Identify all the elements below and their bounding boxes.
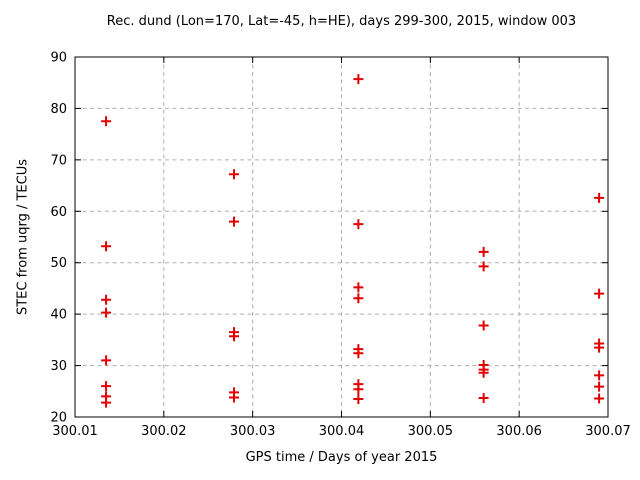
data-point: [229, 331, 240, 342]
data-point: [353, 293, 364, 304]
y-tick-label: 80: [50, 102, 67, 117]
chart-title: Rec. dund (Lon=170, Lat=-45, h=HE), days…: [106, 14, 577, 29]
y-tick-label: 20: [50, 411, 67, 426]
y-tick-label: 40: [50, 308, 67, 323]
data-point: [353, 282, 364, 293]
x-axis-label: GPS time / Days of year 2015: [245, 450, 438, 465]
x-tick-label: 300.02: [141, 424, 187, 439]
data-point: [594, 192, 605, 203]
data-point: [101, 397, 112, 408]
data-point: [101, 294, 112, 305]
data-point: [594, 288, 605, 299]
data-point: [229, 216, 240, 227]
data-point: [353, 384, 364, 395]
data-point: [594, 342, 605, 353]
data-point: [353, 394, 364, 404]
data-point: [101, 381, 112, 392]
data-point: [101, 241, 112, 252]
y-tick-label: 60: [50, 205, 67, 220]
y-tick-label: 70: [50, 153, 67, 168]
data-point: [478, 246, 489, 257]
data-point: [229, 169, 240, 180]
data-point: [594, 393, 605, 404]
y-tick-label: 90: [50, 51, 67, 66]
data-point: [594, 381, 605, 392]
x-tick-label: 300.05: [408, 424, 454, 439]
y-tick-label: 50: [50, 256, 67, 271]
data-point: [353, 219, 364, 230]
data-point: [478, 392, 489, 403]
data-point: [353, 348, 364, 359]
data-point: [594, 370, 605, 381]
data-point: [353, 74, 364, 85]
x-tick-label: 300.01: [52, 424, 98, 439]
data-point: [478, 320, 489, 331]
data-point: [478, 261, 489, 272]
data-point: [101, 307, 112, 318]
x-tick-label: 300.04: [319, 424, 365, 439]
x-tick-label: 300.03: [230, 424, 276, 439]
y-tick-label: 30: [50, 359, 67, 374]
x-tick-label: 300.07: [585, 424, 631, 439]
data-point: [101, 116, 112, 127]
x-tick-label: 300.06: [496, 424, 542, 439]
data-point: [478, 367, 489, 378]
data-point: [229, 392, 240, 403]
data-point: [101, 355, 112, 366]
